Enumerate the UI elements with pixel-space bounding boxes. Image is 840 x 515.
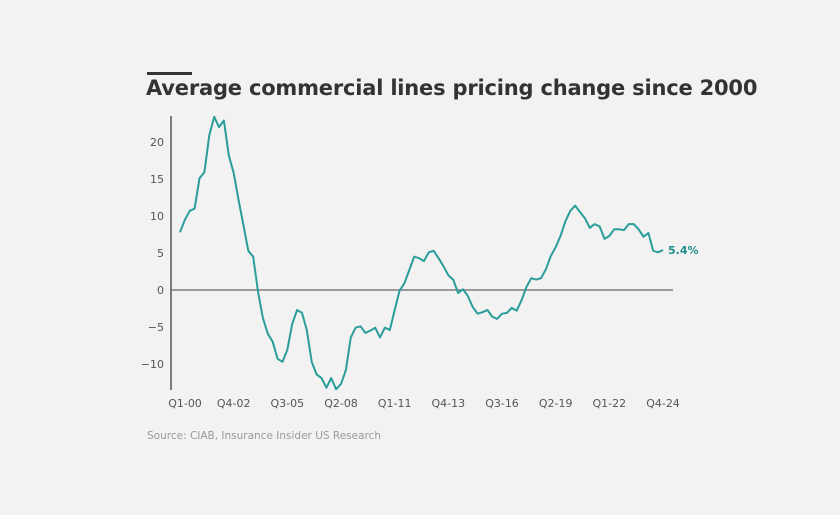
source-note: Source: CIAB, Insurance Insider US Resea… (147, 430, 382, 442)
x-tick-label: Q3-16 (485, 397, 519, 410)
chart-title: Average commercial lines pricing change … (146, 76, 758, 100)
data-points (180, 117, 663, 389)
x-tick-label: Q4-13 (432, 397, 466, 410)
x-tick-label: Q1-11 (378, 397, 412, 410)
y-tick-label: 0 (157, 284, 164, 297)
x-tick-label: Q2-19 (539, 397, 573, 410)
y-tick-label: 5 (157, 247, 164, 260)
x-tick-label: Q4-02 (217, 397, 251, 410)
x-tick-label: Q3-05 (271, 397, 305, 410)
y-tick-label: −10 (141, 358, 164, 371)
y-tick-label: 10 (150, 210, 164, 223)
y-tick-label: −5 (148, 321, 164, 334)
y-axis-ticks: 20 15 10 5 0 −5 −10 (141, 136, 164, 371)
y-tick-label: 15 (150, 173, 164, 186)
x-tick-label: Q1-00 (168, 397, 202, 410)
x-tick-label: Q1-22 (593, 397, 627, 410)
title-rule (147, 72, 192, 75)
series-line (179, 115, 664, 391)
x-tick-label: Q4-24 (646, 397, 680, 410)
x-axis-ticks: Q1-00 Q4-02 Q3-05 Q2-08 Q1-11 Q4-13 Q3-16 Q2-19… (168, 397, 680, 410)
x-tick-label: Q2-08 (324, 397, 358, 410)
y-tick-label: 20 (150, 136, 164, 149)
end-value-label: 5.4% (668, 244, 699, 257)
